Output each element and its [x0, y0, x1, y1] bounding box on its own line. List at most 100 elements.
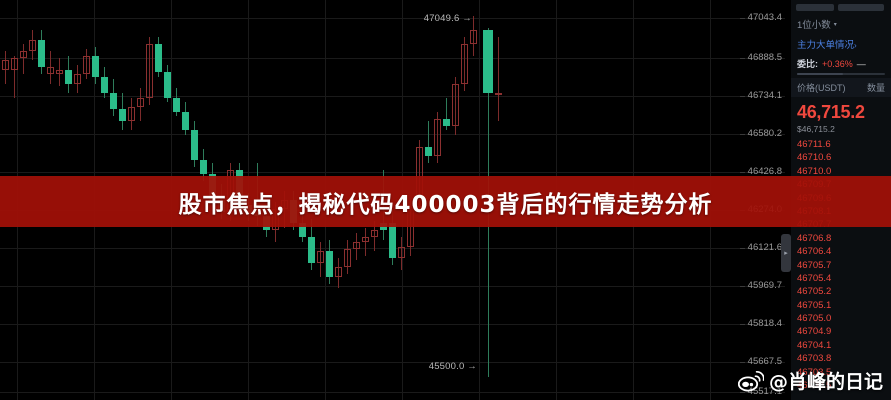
order-book-row[interactable]: 46704.1: [791, 339, 891, 352]
candle: [362, 0, 369, 400]
weibo-icon: [737, 370, 764, 391]
candle-body: [74, 74, 81, 84]
candle-body: [101, 76, 108, 93]
candle-body: [2, 60, 9, 70]
candle-body: [137, 97, 144, 107]
order-price: 46705.1: [797, 299, 832, 311]
candle: [128, 0, 135, 400]
gridline-horizontal: [0, 172, 785, 173]
order-book-row[interactable]: 46705.7: [791, 259, 891, 272]
candle-wick: [85, 48, 87, 80]
candle: [371, 0, 378, 400]
order-book-row[interactable]: 46704.9: [791, 325, 891, 338]
candle-wick: [463, 37, 465, 91]
ratio-value: +0.36%: [822, 58, 853, 69]
candle: [182, 0, 189, 400]
candle-body: [308, 237, 315, 263]
candle-wick: [445, 97, 447, 131]
big-orders-label: 主力大单情况: [797, 40, 855, 51]
candle-wick: [22, 44, 24, 75]
axis-tick-dash: [740, 324, 745, 325]
candle-body: [317, 251, 324, 263]
decimals-selector[interactable]: 1位小数 ▾: [791, 13, 891, 34]
candle: [308, 0, 315, 400]
axis-tick-dash: [740, 392, 745, 393]
order-price: 46706.4: [797, 246, 832, 258]
candle-body: [299, 223, 306, 238]
order-book-row[interactable]: 46702.5: [791, 379, 891, 392]
candle: [353, 0, 360, 400]
order-price: 46706.8: [797, 232, 832, 244]
order-book-row[interactable]: 46710.0: [791, 165, 891, 178]
axis-tick-dash: [740, 58, 745, 59]
candle: [398, 0, 405, 400]
candle-body: [110, 93, 117, 110]
candle-body: [452, 83, 459, 126]
gridline-horizontal: [0, 96, 785, 97]
candle: [335, 0, 342, 400]
order-book-row[interactable]: 46705.4: [791, 272, 891, 285]
order-book-row[interactable]: 46706.4: [791, 245, 891, 258]
order-price: 46704.9: [797, 326, 832, 338]
candle: [470, 0, 477, 400]
candle: [461, 0, 468, 400]
order-price: 46705.2: [797, 286, 832, 298]
decimals-label: 1位小数: [797, 20, 831, 31]
candle: [74, 0, 81, 400]
big-orders-link[interactable]: 主力大单情况›: [791, 34, 891, 55]
candle-wick: [337, 258, 339, 289]
axis-tick-dash: [740, 96, 745, 97]
gridline-horizontal: [0, 362, 785, 363]
candle: [434, 0, 441, 400]
candle: [92, 0, 99, 400]
order-book-row[interactable]: 46705.2: [791, 285, 891, 298]
order-price: 46710.0: [797, 165, 832, 177]
chevron-right-icon: ›: [854, 41, 857, 50]
order-book-row[interactable]: 46703.8: [791, 352, 891, 365]
candle: [119, 0, 126, 400]
panel-collapse-handle[interactable]: ▸: [781, 234, 791, 272]
toolbar-tab-a[interactable]: [796, 4, 834, 11]
candle-body: [344, 248, 351, 268]
gridline-horizontal: [0, 134, 785, 135]
candle-wick: [436, 111, 438, 163]
candle-body: [495, 93, 502, 96]
headline-banner-text: 股市焦点，揭秘代码400003背后的行情走势分析: [178, 191, 713, 218]
order-book-row[interactable]: 46705.1: [791, 299, 891, 312]
candle-wick: [139, 88, 141, 121]
order-book-row[interactable]: 46711.6: [791, 138, 891, 151]
order-book-row[interactable]: 46705.0: [791, 312, 891, 325]
candle: [11, 0, 18, 400]
candle-body: [128, 106, 135, 121]
candle: [29, 0, 36, 400]
gridline-horizontal: [0, 392, 785, 393]
candle-wick: [454, 76, 456, 135]
candle-body: [398, 246, 405, 259]
watermark-handle: @肖峰的日记: [768, 371, 883, 393]
order-book-row[interactable]: 46703.5: [791, 366, 891, 379]
candle-wick: [319, 241, 321, 277]
low-marker: 45500.0 →: [428, 361, 477, 372]
candle-body: [155, 44, 162, 73]
candle-wick: [49, 51, 51, 84]
candle-body: [470, 30, 477, 45]
order-price: 46702.5: [797, 380, 832, 392]
toolbar-tab-b[interactable]: [838, 4, 884, 11]
candle-body: [119, 109, 126, 121]
axis-tick-dash: [740, 362, 745, 363]
ratio-bar: [797, 73, 885, 75]
panel-toolbar: [791, 0, 891, 13]
order-book-row[interactable]: 46706.8: [791, 232, 891, 245]
candle: [137, 0, 144, 400]
order-book-row[interactable]: 46710.6: [791, 151, 891, 164]
candle: [83, 0, 90, 400]
axis-tick-label: 47043.4: [747, 12, 782, 23]
axis-tick-dash: [740, 134, 745, 135]
candle: [65, 0, 72, 400]
candle-body: [47, 67, 54, 75]
candle-wick: [4, 51, 6, 84]
candle-wick: [58, 58, 60, 87]
chevron-down-icon: ▾: [833, 21, 837, 28]
candle: [164, 0, 171, 400]
